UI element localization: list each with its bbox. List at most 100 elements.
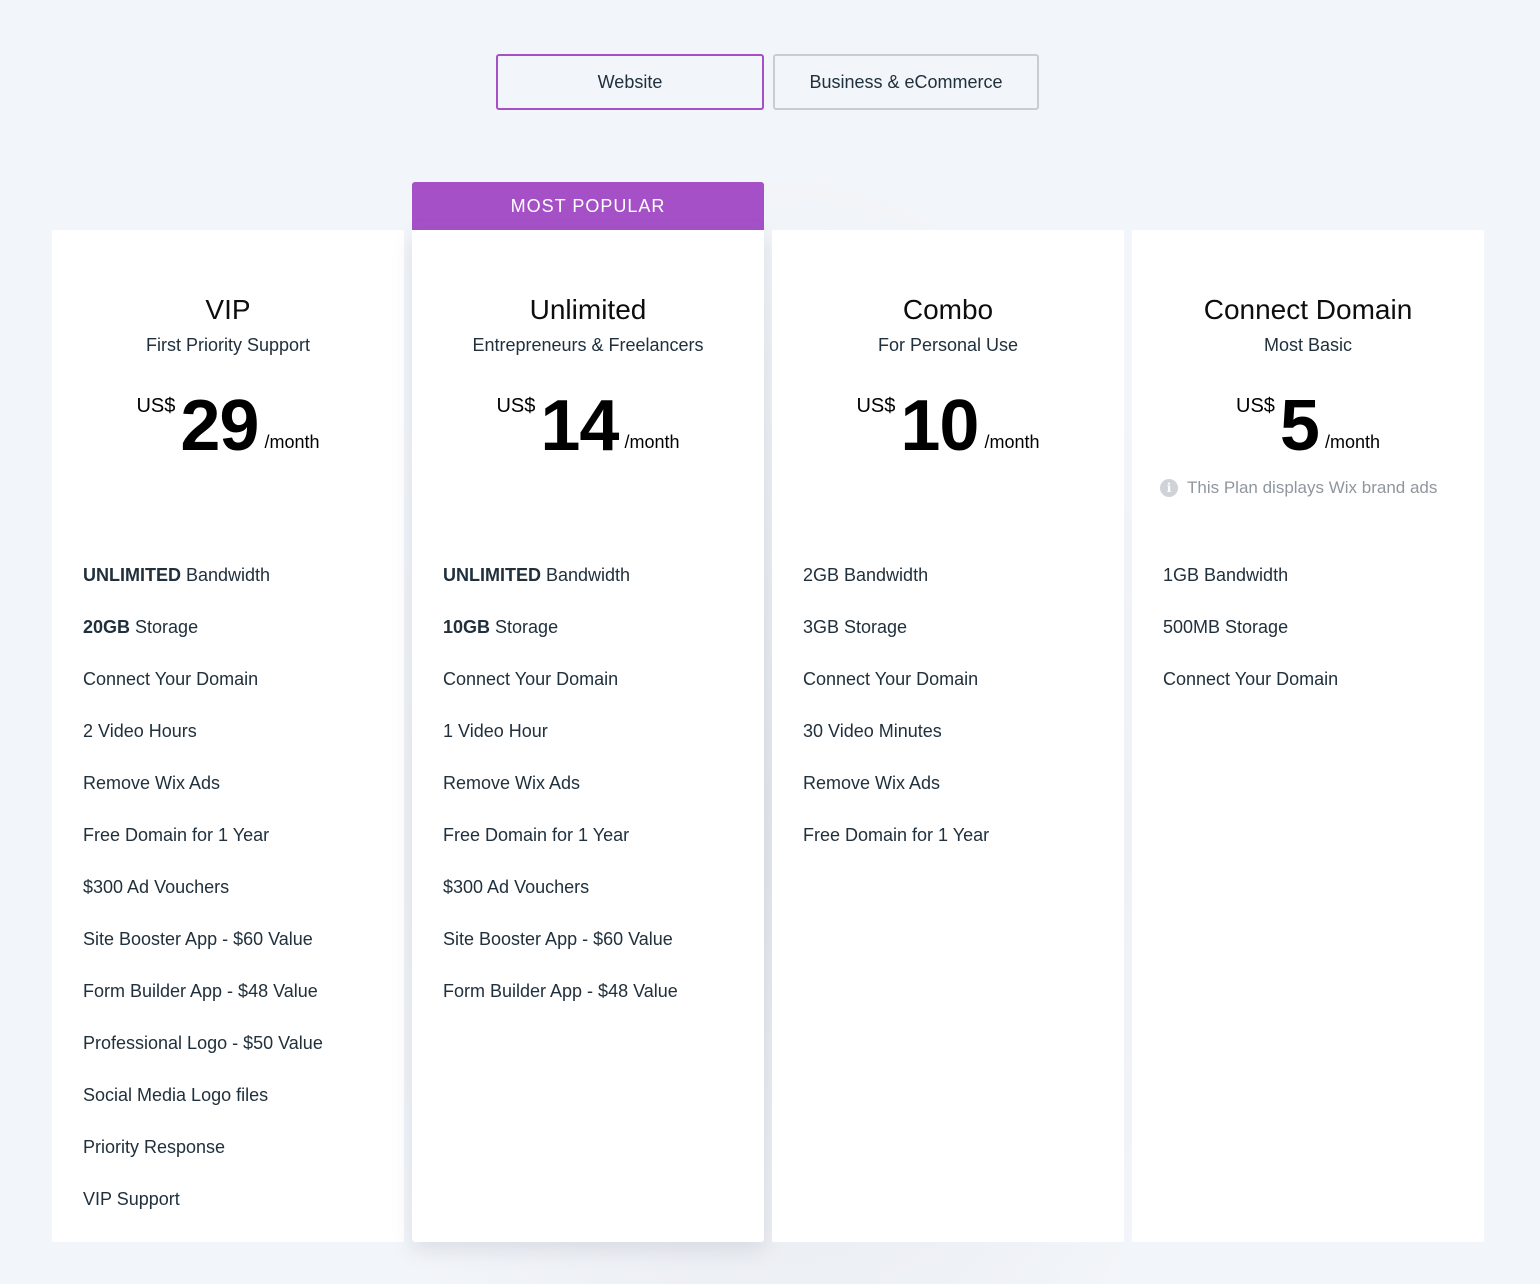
price-period: /month [1324, 432, 1380, 452]
plan-tagline: Entrepreneurs & Freelancers [472, 335, 704, 355]
feature-text: VIP Support [83, 1189, 180, 1209]
feature-text: Connect Your Domain [803, 669, 979, 689]
feature-item: 500MB Storage [1163, 617, 1474, 669]
tab-business-ecommerce[interactable]: Business & eCommerce [773, 54, 1039, 110]
plan-price: US$ 10 /month [772, 390, 1124, 462]
feature-list: 1GB Bandwidth 500MB Storage Connect Your D… [1163, 565, 1474, 721]
feature-item: Site Booster App - $60 Value [83, 929, 394, 981]
feature-text: Remove Wix Ads [83, 773, 221, 793]
plan-price: US$ 5 /month [1132, 390, 1484, 462]
feature-text: Social Media Logo files [83, 1085, 269, 1105]
plan-tagline: Most Basic [1263, 335, 1353, 355]
feature-text: 1 Video Hour [443, 721, 548, 741]
plan-category-tabs: Website Business & eCommerce [496, 54, 1039, 110]
feature-highlight: 20GB [83, 617, 131, 637]
feature-item: 1GB Bandwidth [1163, 565, 1474, 617]
feature-item: 30 Video Minutes [803, 721, 1114, 773]
plan-card[interactable]: Combo For Personal Use US$ 10 /month 2GB… [772, 230, 1124, 1242]
feature-item: Professional Logo - $50 Value [83, 1033, 394, 1085]
feature-list: UNLIMITED Bandwidth 20GB Storage Connect Y… [83, 565, 394, 1241]
feature-text: $300 Ad Vouchers [83, 877, 230, 897]
feature-text: Professional Logo - $50 Value [83, 1033, 323, 1053]
plan-name: Combo [902, 294, 994, 325]
feature-text: Storage [130, 617, 199, 637]
feature-text: Connect Your Domain [443, 669, 619, 689]
plan-price: US$ 14 /month [412, 390, 764, 462]
feature-text: 3GB Storage [803, 617, 908, 637]
feature-text: Form Builder App - $48 Value [443, 981, 678, 1001]
feature-item: VIP Support [83, 1189, 394, 1241]
price-period: /month [984, 432, 1040, 452]
plan-card[interactable]: VIP First Priority Support US$ 29 /month… [52, 230, 404, 1242]
feature-text: Priority Response [83, 1137, 226, 1157]
feature-text: 2 Video Hours [83, 721, 197, 741]
feature-text: 1GB Bandwidth [1163, 565, 1289, 585]
price-amount: 5 [1279, 386, 1320, 466]
feature-text: Free Domain for 1 Year [803, 825, 990, 845]
feature-text: Remove Wix Ads [803, 773, 941, 793]
feature-item: $300 Ad Vouchers [83, 877, 394, 929]
tab-website[interactable]: Website [496, 54, 764, 110]
feature-item: 1 Video Hour [443, 721, 754, 773]
feature-text: Connect Your Domain [83, 669, 259, 689]
feature-item: $300 Ad Vouchers [443, 877, 754, 929]
brand-ads-note-text: This Plan displays Wix brand ads [1187, 478, 1438, 497]
feature-list: UNLIMITED Bandwidth 10GB Storage Connect Y… [443, 565, 754, 1033]
feature-highlight: UNLIMITED [83, 565, 181, 585]
price-amount: 10 [900, 386, 979, 466]
plan-name: VIP [205, 294, 251, 325]
feature-text: Bandwidth [541, 565, 631, 585]
feature-list: 2GB Bandwidth 3GB Storage Connect Your Dom… [803, 565, 1114, 877]
feature-item: 3GB Storage [803, 617, 1114, 669]
feature-text: 500MB Storage [1163, 617, 1289, 637]
feature-item: Connect Your Domain [803, 669, 1114, 721]
price-currency: US$ [496, 395, 536, 417]
feature-item: Remove Wix Ads [443, 773, 754, 825]
feature-item: Remove Wix Ads [803, 773, 1114, 825]
feature-text: Storage [490, 617, 559, 637]
feature-item: Free Domain for 1 Year [803, 825, 1114, 877]
feature-text: 30 Video Minutes [803, 721, 942, 741]
brand-ads-note: i This Plan displays Wix brand ads [1160, 478, 1484, 498]
feature-text: Free Domain for 1 Year [443, 825, 630, 845]
price-amount: 14 [540, 386, 619, 466]
price-amount: 29 [180, 386, 259, 466]
feature-item: Priority Response [83, 1137, 394, 1189]
plan-card[interactable]: Connect Domain Most Basic US$ 5 /month i… [1132, 230, 1484, 1242]
info-icon[interactable]: i [1160, 479, 1178, 497]
feature-text: 2GB Bandwidth [803, 565, 929, 585]
feature-item: UNLIMITED Bandwidth [83, 565, 394, 617]
feature-item: Connect Your Domain [443, 669, 754, 721]
feature-item: 2GB Bandwidth [803, 565, 1114, 617]
plan-tagline: For Personal Use [877, 335, 1019, 355]
feature-text: Connect Your Domain [1163, 669, 1339, 689]
most-popular-ribbon: MOST POPULAR [412, 182, 764, 230]
price-currency: US$ [136, 395, 176, 417]
plan-card[interactable]: Unlimited Entrepreneurs & Freelancers US… [412, 230, 764, 1242]
price-period: /month [624, 432, 680, 452]
feature-item: Free Domain for 1 Year [83, 825, 394, 877]
plan-combo: Combo For Personal Use US$ 10 /month 2GB… [772, 182, 1124, 1242]
plan-name: Connect Domain [1203, 294, 1413, 325]
feature-text: Remove Wix Ads [443, 773, 581, 793]
feature-item: Connect Your Domain [1163, 669, 1474, 721]
feature-item: Site Booster App - $60 Value [443, 929, 754, 981]
feature-item: UNLIMITED Bandwidth [443, 565, 754, 617]
feature-item: Form Builder App - $48 Value [83, 981, 394, 1033]
feature-item: 2 Video Hours [83, 721, 394, 773]
feature-item: 20GB Storage [83, 617, 394, 669]
feature-item: 10GB Storage [443, 617, 754, 669]
feature-text: Site Booster App - $60 Value [83, 929, 313, 949]
feature-text: $300 Ad Vouchers [443, 877, 590, 897]
feature-text: Site Booster App - $60 Value [443, 929, 673, 949]
plan-name: Unlimited [529, 294, 647, 325]
feature-item: Form Builder App - $48 Value [443, 981, 754, 1033]
price-currency: US$ [856, 395, 896, 417]
price-currency: US$ [1236, 395, 1275, 417]
feature-item: Remove Wix Ads [83, 773, 394, 825]
plan-connect-domain: Connect Domain Most Basic US$ 5 /month i… [1132, 182, 1484, 1242]
feature-text: Free Domain for 1 Year [83, 825, 270, 845]
plans-row: VIP First Priority Support US$ 29 /month… [52, 182, 1484, 1242]
plan-vip: VIP First Priority Support US$ 29 /month… [52, 182, 404, 1242]
